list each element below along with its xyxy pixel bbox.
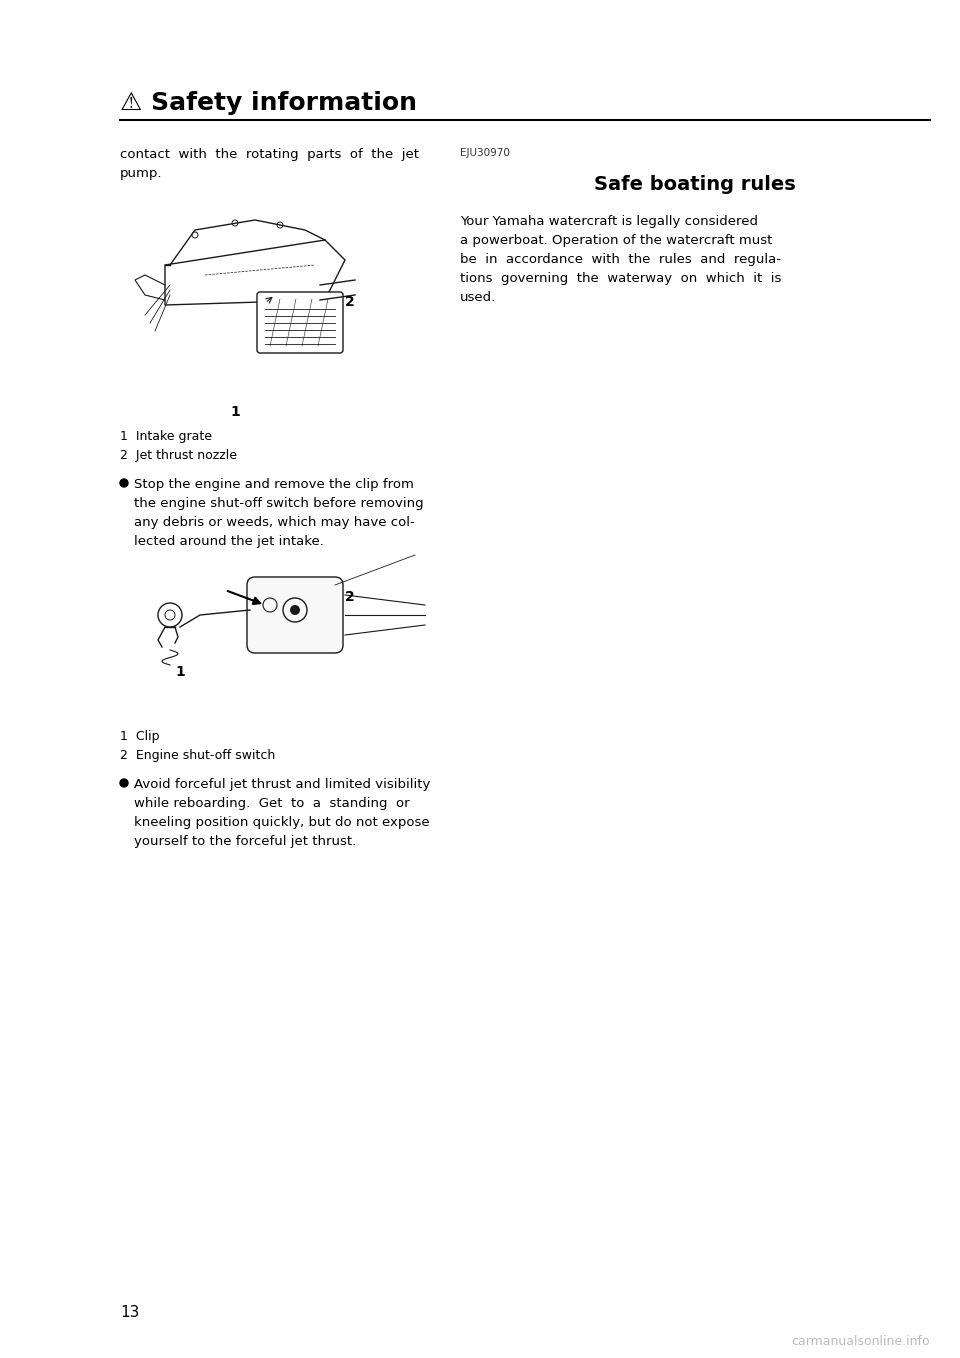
Text: 2: 2 (345, 589, 355, 604)
Text: carmanualsonline.info: carmanualsonline.info (791, 1335, 930, 1348)
Text: 1: 1 (175, 665, 184, 679)
Text: contact  with  the  rotating  parts  of  the  jet
pump.: contact with the rotating parts of the j… (120, 148, 419, 181)
FancyBboxPatch shape (257, 292, 343, 353)
Text: 1  Clip: 1 Clip (120, 731, 159, 743)
Text: 2  Engine shut-off switch: 2 Engine shut-off switch (120, 750, 276, 762)
Text: 2: 2 (345, 295, 355, 310)
Text: a powerboat. Operation of the watercraft must: a powerboat. Operation of the watercraft… (460, 234, 773, 247)
Text: ⚠ Safety information: ⚠ Safety information (120, 91, 417, 115)
Circle shape (290, 606, 300, 615)
Text: tions  governing  the  waterway  on  which  it  is: tions governing the waterway on which it… (460, 272, 781, 285)
Circle shape (120, 779, 128, 788)
Text: EJU30970: EJU30970 (460, 148, 510, 158)
Text: Your Yamaha watercraft is legally considered: Your Yamaha watercraft is legally consid… (460, 215, 758, 228)
Circle shape (120, 479, 128, 488)
Text: Avoid forceful jet thrust and limited visibility
while reboarding.  Get  to  a  : Avoid forceful jet thrust and limited vi… (134, 778, 430, 847)
Text: used.: used. (460, 291, 496, 304)
Text: be  in  accordance  with  the  rules  and  regula-: be in accordance with the rules and regu… (460, 253, 781, 266)
Text: 1: 1 (230, 405, 240, 420)
Text: 13: 13 (120, 1305, 139, 1320)
FancyBboxPatch shape (247, 577, 343, 653)
Text: 2  Jet thrust nozzle: 2 Jet thrust nozzle (120, 449, 237, 462)
Text: Safe boating rules: Safe boating rules (594, 175, 796, 194)
Text: Stop the engine and remove the clip from
the engine shut-off switch before remov: Stop the engine and remove the clip from… (134, 478, 423, 549)
Text: 1  Intake grate: 1 Intake grate (120, 430, 212, 443)
